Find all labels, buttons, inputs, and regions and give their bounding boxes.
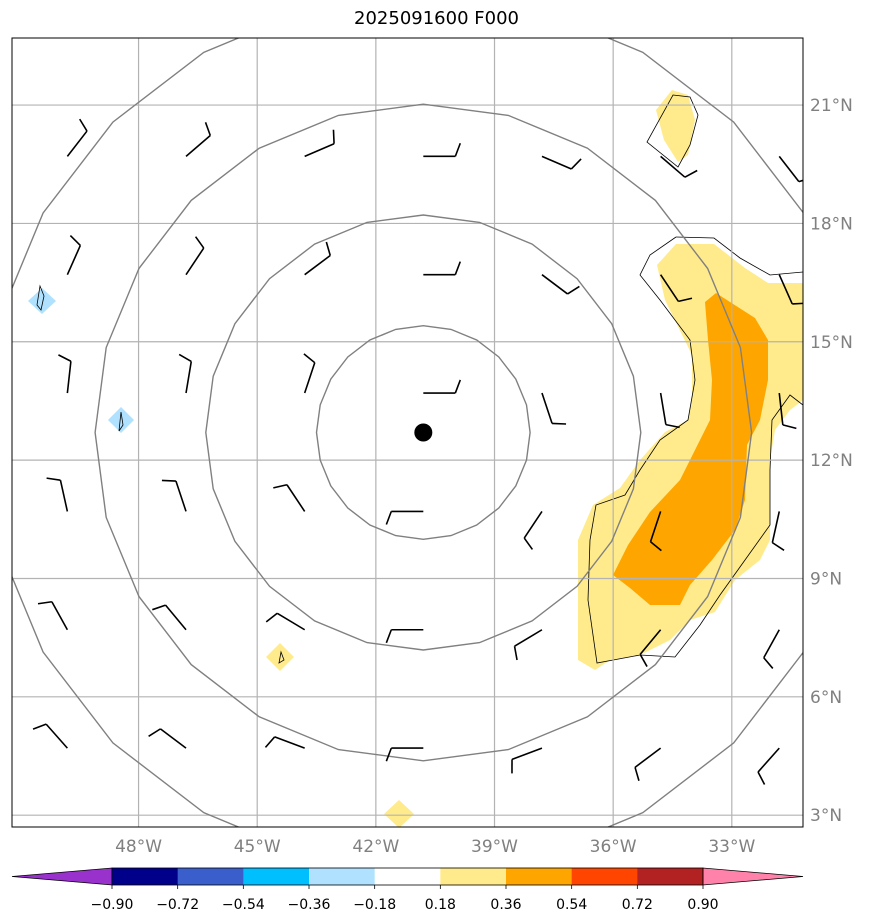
wind-barb-0-3 xyxy=(423,142,462,158)
lat-tick-label-1: 6°N xyxy=(810,688,842,708)
wind-barb-0-4 xyxy=(541,155,582,170)
lat-tick-label-5: 18°N xyxy=(810,214,853,234)
wind-barb-3-6 xyxy=(771,511,785,551)
wind-barb-1-5 xyxy=(659,274,693,303)
colorbar-level-label-1: −0.72 xyxy=(156,897,199,913)
colorbar-segment-1 xyxy=(112,868,179,885)
yellow-diamond-2 xyxy=(384,800,414,827)
wind-barb-4-3 xyxy=(385,628,424,644)
colorbar-level-label-7: 0.54 xyxy=(556,897,587,913)
colorbar-level-label-9: 0.90 xyxy=(687,897,718,913)
lon-tick-label-0: 48°W xyxy=(115,837,162,857)
lat-tick-label-0: 3°N xyxy=(810,806,842,826)
wind-barb-0-6 xyxy=(778,155,803,183)
lon-tick-label-1: 45°W xyxy=(234,837,281,857)
wind-barb-5-4 xyxy=(511,747,543,774)
wind-barb-1-3 xyxy=(423,261,462,276)
colorbar-segment-4 xyxy=(309,868,376,885)
wind-barb-5-6 xyxy=(757,747,780,785)
wind-barb-4-5 xyxy=(639,629,662,667)
wind-barb-4-4 xyxy=(513,629,543,661)
shaded-contours xyxy=(28,90,803,827)
range-ring-1 xyxy=(205,214,642,651)
lat-tick-label-2: 9°N xyxy=(810,569,842,589)
wind-barb-1-6 xyxy=(778,274,803,305)
colorbar-segment-6 xyxy=(440,868,507,885)
wind-barb-1-0 xyxy=(66,235,82,276)
range-ring-3 xyxy=(12,38,803,827)
wind-barb-0-1 xyxy=(185,122,212,157)
map-title: 2025091600 F000 xyxy=(354,8,519,29)
colorbar-level-label-5: 0.18 xyxy=(425,897,456,913)
wind-barb-5-3 xyxy=(385,747,424,762)
colorbar-segment-8 xyxy=(571,868,638,885)
range-ring-2 xyxy=(94,103,753,762)
wind-barb-4-6 xyxy=(763,629,780,669)
yellow-blob-north xyxy=(656,90,695,162)
wind-barb-1-1 xyxy=(185,236,205,276)
lat-tick-label-6: 21°N xyxy=(810,96,853,116)
lon-tick-label-5: 33°W xyxy=(708,837,755,857)
axis-tick-labels: 48°W 45°W 42°W 39°W 36°W 33°W 3°N 6°N 9°N 12°N 15°… xyxy=(115,96,853,857)
wind-barb-2-6 xyxy=(778,392,797,430)
wind-barb-4-1 xyxy=(152,604,187,631)
colorbar-extend-low xyxy=(11,867,113,886)
colorbar-segment-9 xyxy=(637,868,704,885)
colorbar-level-label-4: −0.18 xyxy=(353,897,396,913)
range-ring-0 xyxy=(315,324,531,541)
lon-tick-label-2: 42°W xyxy=(352,837,399,857)
wind-barb-2-1 xyxy=(178,353,193,394)
wind-barb-5-0 xyxy=(32,723,68,749)
wind-barb-2-4 xyxy=(541,392,567,425)
wind-barb-3-2 xyxy=(273,483,306,512)
graticule xyxy=(12,38,803,827)
wind-barb-5-2 xyxy=(264,736,305,749)
wind-barb-5-1 xyxy=(148,728,187,749)
wind-barb-5-5 xyxy=(634,747,662,782)
lon-tick-label-4: 36°W xyxy=(590,837,637,857)
wind-barb-2-2 xyxy=(303,353,316,394)
wind-barb-3-3 xyxy=(385,510,424,525)
colorbar-segment-3 xyxy=(243,868,310,885)
wind-barb-2-0 xyxy=(58,354,72,394)
wind-barb-2-3 xyxy=(423,379,462,394)
colorbar-segment-5 xyxy=(374,868,441,885)
colorbar: −0.90 −0.72 −0.54 −0.36 −0.18 0.18 0.36 0.54 0.7… xyxy=(11,867,804,913)
wind-barb-3-4 xyxy=(523,510,543,550)
blue-diamond-1 xyxy=(28,288,56,314)
colorbar-level-label-2: −0.54 xyxy=(222,897,265,913)
plot-frame xyxy=(11,37,804,828)
colorbar-level-label-8: 0.72 xyxy=(622,897,653,913)
wind-barb-0-0 xyxy=(66,118,88,157)
storm-center-marker xyxy=(414,423,433,442)
wind-barb-4-0 xyxy=(37,600,69,631)
colorbar-segment-7 xyxy=(506,868,573,885)
colorbar-extend-high xyxy=(702,867,804,886)
wind-barb-3-5 xyxy=(649,511,662,552)
lat-tick-label-4: 15°N xyxy=(810,333,853,353)
lat-tick-label-3: 12°N xyxy=(810,451,853,471)
wind-barb-3-0 xyxy=(46,477,69,512)
colorbar-frame xyxy=(111,867,704,886)
wind-barb-1-4 xyxy=(541,274,580,295)
colorbar-level-label-3: −0.36 xyxy=(288,897,331,913)
wind-barb-3-1 xyxy=(161,479,187,512)
colorbar-level-label-6: 0.36 xyxy=(490,897,521,913)
yellow-band xyxy=(578,244,803,670)
blue-diamond-2 xyxy=(108,407,134,433)
orange-core xyxy=(613,293,768,605)
colorbar-level-label-0: −0.90 xyxy=(91,897,134,913)
lon-tick-label-3: 39°W xyxy=(471,837,518,857)
wind-barb-0-5 xyxy=(660,155,698,178)
wind-barb-0-2 xyxy=(304,129,335,158)
wind-barb-1-2 xyxy=(304,241,332,276)
range-rings xyxy=(12,38,803,827)
wind-barbs xyxy=(32,118,803,785)
wind-barb-2-5 xyxy=(659,392,680,429)
wind-barb-4-2 xyxy=(265,612,306,631)
colorbar-segment-2 xyxy=(177,868,244,885)
